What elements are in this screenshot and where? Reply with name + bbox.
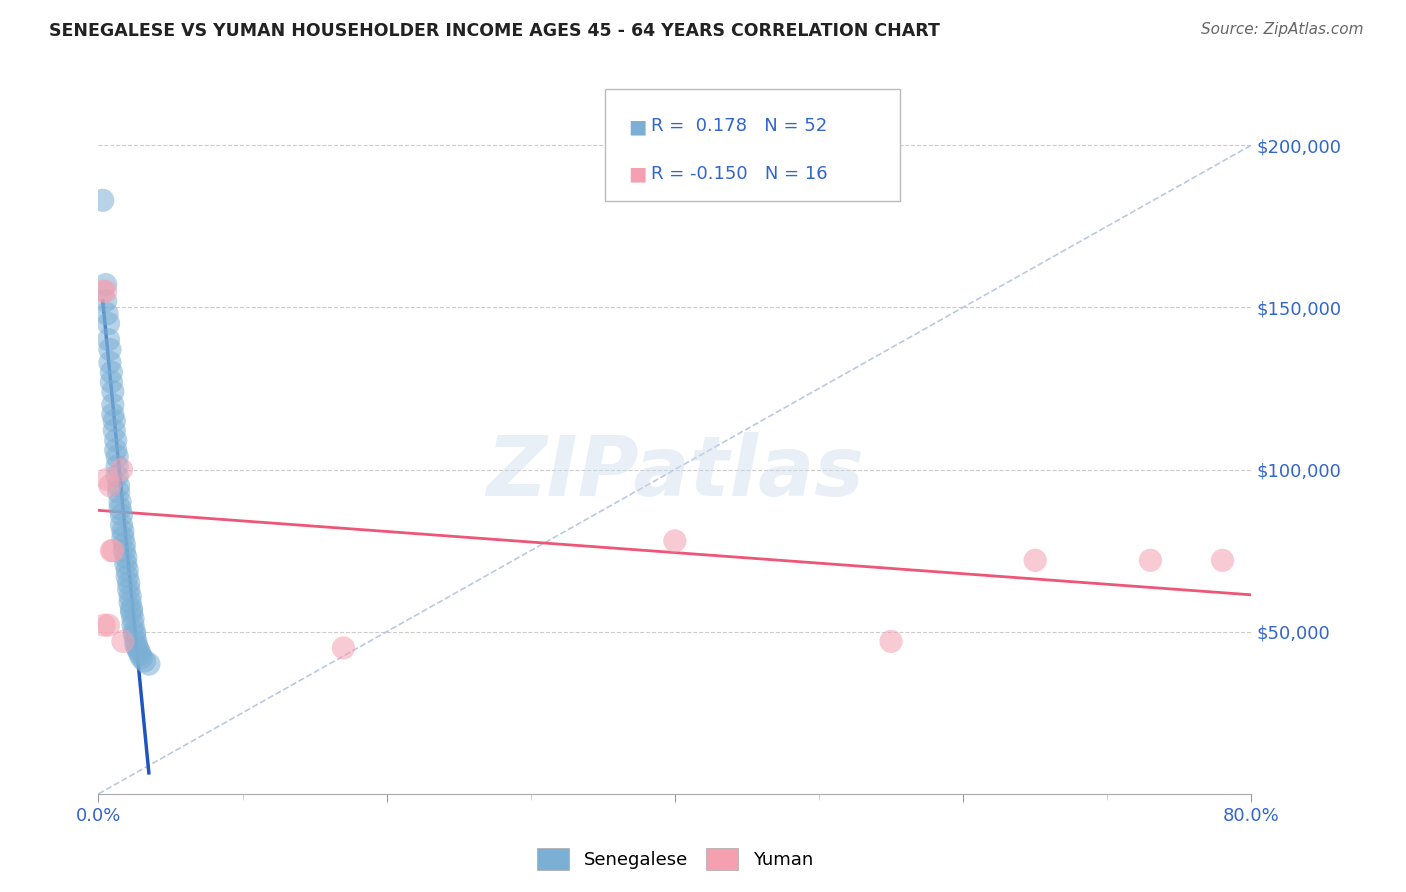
Point xyxy=(100,543,122,558)
Point xyxy=(114,550,136,565)
Point xyxy=(108,495,131,509)
Point xyxy=(125,634,148,648)
Point xyxy=(120,589,142,603)
Text: R =  0.178   N = 52: R = 0.178 N = 52 xyxy=(651,118,827,136)
Point xyxy=(105,469,128,483)
Text: ■: ■ xyxy=(628,117,647,136)
Point xyxy=(97,317,120,331)
Point xyxy=(121,605,143,619)
Point xyxy=(127,640,149,655)
Point xyxy=(107,479,129,493)
Point xyxy=(105,459,128,474)
Point xyxy=(880,634,903,648)
Point xyxy=(129,648,152,662)
Point xyxy=(1212,553,1234,567)
Point xyxy=(138,657,160,672)
Point xyxy=(124,624,146,639)
Point xyxy=(98,343,121,357)
Legend: Senegalese, Yuman: Senegalese, Yuman xyxy=(530,841,820,878)
Point xyxy=(121,602,143,616)
Point xyxy=(124,628,146,642)
Point xyxy=(94,293,117,308)
Point xyxy=(107,485,129,500)
Point xyxy=(122,612,145,626)
Point xyxy=(101,543,124,558)
Point xyxy=(134,654,156,668)
Point xyxy=(93,618,115,632)
Point xyxy=(94,284,117,298)
Point xyxy=(97,618,120,632)
Point xyxy=(97,333,120,347)
Point xyxy=(104,443,127,458)
Point xyxy=(91,284,114,298)
Point xyxy=(96,472,118,486)
Point xyxy=(103,424,125,438)
Text: ZIPatlas: ZIPatlas xyxy=(486,433,863,513)
Point xyxy=(110,462,132,476)
Point xyxy=(131,650,153,665)
Point xyxy=(1024,553,1046,567)
Point xyxy=(91,194,114,208)
Point xyxy=(100,375,122,389)
Point xyxy=(125,638,148,652)
Point xyxy=(112,543,135,558)
Point xyxy=(94,277,117,292)
Point xyxy=(101,384,124,399)
Point xyxy=(96,307,118,321)
Point xyxy=(112,537,135,551)
Point xyxy=(98,355,121,369)
Point xyxy=(108,501,131,516)
Point xyxy=(101,398,124,412)
Point xyxy=(100,365,122,379)
Point xyxy=(664,533,686,548)
Point xyxy=(110,517,132,532)
Point xyxy=(101,408,124,422)
Text: Source: ZipAtlas.com: Source: ZipAtlas.com xyxy=(1201,22,1364,37)
Text: R = -0.150   N = 16: R = -0.150 N = 16 xyxy=(651,165,828,183)
Point xyxy=(118,582,141,597)
Point xyxy=(103,414,125,428)
Point xyxy=(128,644,150,658)
Point xyxy=(111,531,134,545)
Point xyxy=(110,508,132,522)
Point xyxy=(117,569,139,583)
Point xyxy=(114,557,136,571)
Point xyxy=(332,640,354,655)
Point xyxy=(104,434,127,448)
Point xyxy=(98,479,121,493)
Point xyxy=(122,618,145,632)
Point xyxy=(117,563,139,577)
Point xyxy=(1139,553,1161,567)
Text: ■: ■ xyxy=(628,164,647,183)
Point xyxy=(120,595,142,609)
Point xyxy=(118,576,141,591)
Text: SENEGALESE VS YUMAN HOUSEHOLDER INCOME AGES 45 - 64 YEARS CORRELATION CHART: SENEGALESE VS YUMAN HOUSEHOLDER INCOME A… xyxy=(49,22,941,40)
Point xyxy=(111,524,134,538)
Point xyxy=(111,634,134,648)
Point xyxy=(105,450,128,464)
